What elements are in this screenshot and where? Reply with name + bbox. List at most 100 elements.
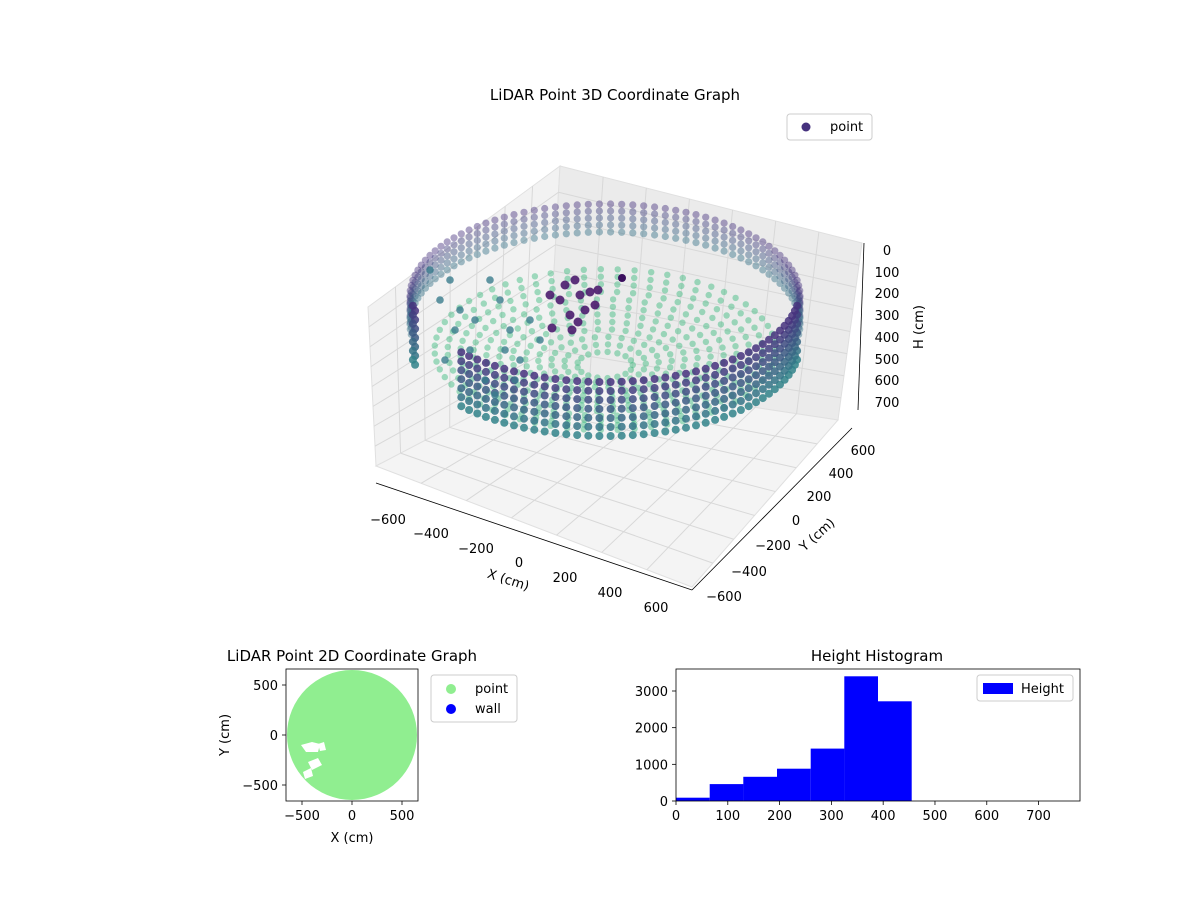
point-cloud bbox=[406, 200, 804, 440]
point-marker bbox=[651, 217, 659, 225]
point-marker bbox=[510, 306, 517, 313]
point-marker bbox=[642, 360, 649, 367]
point-marker bbox=[565, 352, 572, 359]
point-marker bbox=[676, 290, 683, 298]
point-marker bbox=[694, 278, 701, 286]
point-marker bbox=[520, 396, 528, 405]
point-marker bbox=[758, 385, 767, 394]
point-marker bbox=[661, 232, 669, 241]
point-marker bbox=[716, 336, 723, 344]
point-marker bbox=[703, 322, 710, 330]
point-marker bbox=[653, 365, 661, 372]
pane-floor bbox=[374, 375, 839, 588]
point-marker bbox=[720, 376, 729, 385]
z-tick-label: 700 bbox=[875, 396, 900, 411]
point-marker bbox=[776, 362, 784, 371]
point-marker bbox=[617, 386, 626, 395]
point-marker bbox=[530, 371, 539, 380]
point-marker bbox=[431, 261, 439, 269]
point-marker bbox=[595, 414, 604, 422]
point-marker bbox=[455, 320, 462, 328]
point-marker bbox=[511, 376, 519, 384]
point-marker bbox=[520, 369, 528, 378]
point-marker bbox=[483, 352, 490, 359]
legend-marker-wall bbox=[446, 704, 456, 714]
histogram-bar bbox=[810, 748, 845, 801]
point-marker bbox=[510, 225, 518, 233]
point-marker bbox=[500, 364, 509, 373]
point-marker bbox=[661, 409, 670, 418]
point-marker bbox=[500, 338, 508, 346]
point-marker bbox=[443, 266, 451, 274]
grid-line bbox=[449, 426, 755, 516]
point-marker bbox=[510, 239, 518, 247]
point-marker bbox=[562, 202, 570, 210]
point-marker bbox=[490, 370, 499, 379]
point-marker bbox=[711, 379, 720, 388]
point-marker bbox=[628, 422, 637, 431]
point-marker bbox=[744, 366, 753, 375]
point-marker bbox=[567, 325, 577, 335]
point-marker bbox=[639, 412, 648, 421]
point-marker bbox=[764, 322, 772, 330]
y-tick-label: −400 bbox=[731, 565, 767, 580]
point-marker bbox=[682, 208, 690, 216]
point-marker bbox=[625, 297, 633, 304]
point-marker bbox=[481, 358, 490, 367]
point-marker bbox=[793, 290, 801, 298]
grid-line bbox=[466, 388, 632, 501]
y-tick-label: −200 bbox=[755, 539, 791, 554]
x-tick-label: 400 bbox=[871, 809, 896, 824]
point-marker bbox=[482, 240, 490, 248]
point-marker bbox=[551, 411, 560, 419]
point-marker bbox=[707, 353, 714, 360]
point-marker bbox=[682, 229, 690, 237]
point-marker bbox=[518, 284, 525, 292]
z-tick-label: 300 bbox=[875, 309, 900, 324]
point-marker bbox=[551, 402, 560, 410]
chart-3d-title: LiDAR Point 3D Coordinate Graph bbox=[490, 86, 740, 104]
point-marker bbox=[446, 336, 453, 343]
point-marker bbox=[614, 350, 621, 357]
point-marker bbox=[661, 218, 669, 227]
point-marker bbox=[520, 311, 528, 318]
point-marker bbox=[542, 330, 550, 338]
point-marker bbox=[628, 431, 637, 440]
point-marker bbox=[584, 207, 592, 215]
point-marker bbox=[520, 292, 527, 300]
point-marker bbox=[622, 327, 629, 335]
point-marker bbox=[607, 214, 615, 222]
point-marker bbox=[758, 315, 766, 322]
point-marker bbox=[604, 341, 612, 348]
point-marker bbox=[765, 263, 773, 271]
point-marker bbox=[520, 208, 528, 216]
point-marker bbox=[671, 398, 680, 407]
point-marker bbox=[540, 391, 549, 400]
point-marker bbox=[581, 281, 588, 289]
point-marker bbox=[465, 240, 473, 248]
point-marker bbox=[661, 391, 670, 400]
point-marker bbox=[530, 213, 538, 221]
point-marker bbox=[651, 203, 659, 211]
point-marker bbox=[682, 222, 690, 230]
point-marker bbox=[692, 403, 700, 412]
point-marker bbox=[765, 389, 773, 398]
point-marker bbox=[654, 310, 661, 317]
point-marker bbox=[481, 367, 490, 376]
point-marker bbox=[622, 370, 629, 377]
point-marker bbox=[788, 294, 796, 302]
point-marker bbox=[623, 392, 630, 399]
point-marker bbox=[457, 348, 466, 357]
point-marker bbox=[639, 403, 648, 412]
point-marker bbox=[759, 252, 767, 260]
point-marker bbox=[736, 406, 745, 414]
point-marker bbox=[584, 200, 592, 208]
point-marker bbox=[551, 393, 560, 401]
point-marker bbox=[541, 218, 549, 227]
point-marker bbox=[629, 361, 636, 369]
point-marker bbox=[510, 367, 518, 376]
point-marker bbox=[565, 310, 575, 320]
point-marker bbox=[421, 284, 429, 292]
point-marker bbox=[530, 380, 539, 389]
point-marker bbox=[645, 292, 652, 299]
